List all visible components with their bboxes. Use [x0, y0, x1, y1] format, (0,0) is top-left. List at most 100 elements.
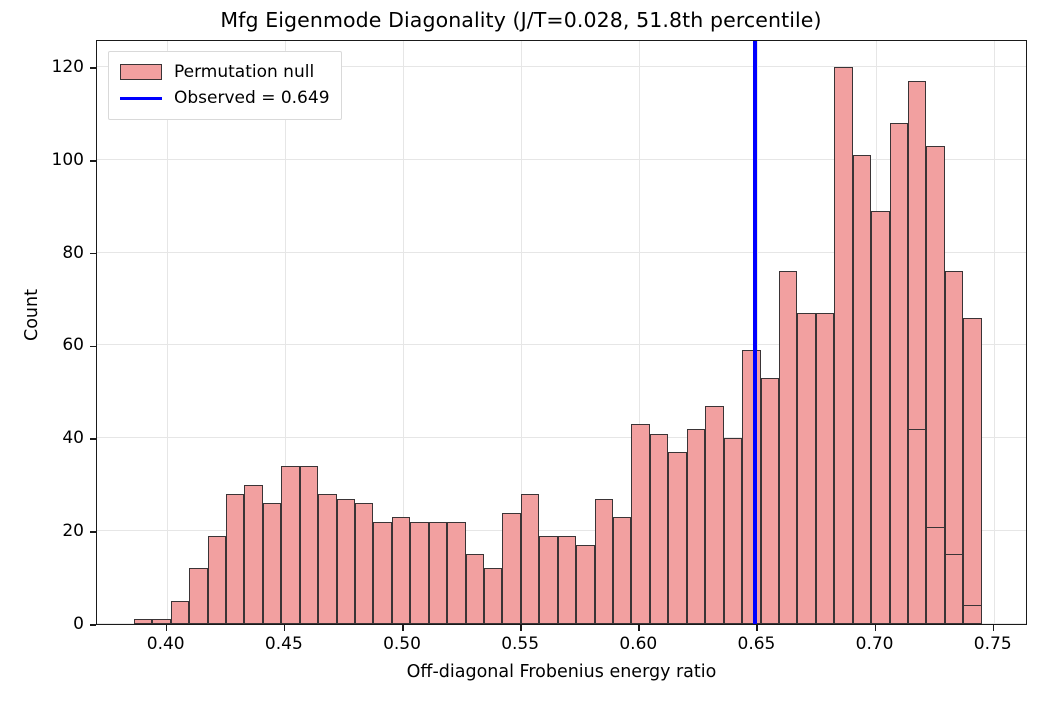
x-tick-label: 0.45: [264, 634, 303, 654]
histogram-bar: [355, 503, 374, 624]
x-axis-label: Off-diagonal Frobenius energy ratio: [406, 662, 717, 682]
y-axis-label: Count: [22, 289, 42, 341]
gridline-vertical: [757, 41, 759, 624]
histogram-bar: [944, 554, 964, 624]
histogram-bars: [97, 41, 1026, 624]
gridline-horizontal: [97, 530, 1026, 532]
x-tick-mark: [874, 625, 877, 631]
x-tick-mark: [638, 625, 640, 631]
x-tick-label: 0.65: [737, 634, 776, 654]
histogram-bar: [760, 377, 779, 624]
y-tick-mark: [90, 345, 96, 348]
legend-patch-icon: [120, 64, 162, 80]
histogram-bar: [852, 155, 872, 624]
histogram-bar: [963, 605, 982, 624]
y-tick-mark: [90, 531, 96, 533]
x-tick-label: 0.60: [619, 634, 658, 654]
histogram-bar: [520, 494, 540, 624]
histogram-bar: [189, 568, 208, 624]
histogram-bar: [336, 498, 356, 624]
gridline-vertical: [521, 41, 523, 624]
legend-label: Observed = 0.649: [174, 88, 330, 108]
x-tick-mark: [756, 625, 759, 631]
gridline-vertical: [166, 41, 168, 624]
y-tick-mark: [90, 252, 96, 255]
x-tick-mark: [165, 625, 168, 631]
histogram-bar: [484, 568, 503, 624]
histogram-bar: [668, 452, 687, 624]
histogram-bar: [539, 535, 558, 624]
histogram-bar: [613, 517, 632, 624]
histogram-bar: [557, 535, 577, 624]
page-title: Mfg Eigenmode Diagonality (J/T=0.028, 51…: [220, 8, 822, 32]
gridline-vertical: [639, 41, 641, 624]
x-tick-mark: [520, 625, 522, 631]
plot-area: [96, 40, 1027, 625]
histogram-bar: [152, 619, 171, 624]
histogram-bar: [373, 521, 392, 624]
x-tick-mark: [402, 625, 404, 631]
histogram-bar: [428, 521, 448, 624]
gridline-vertical: [284, 41, 286, 624]
histogram-bar: [262, 503, 282, 624]
histogram-bar: [281, 466, 300, 624]
histogram-bar: [815, 312, 835, 624]
legend-item-permutation-null: Permutation null: [120, 59, 330, 85]
histogram-bar: [391, 517, 411, 624]
histogram-bar: [576, 545, 595, 624]
histogram-bar: [705, 405, 724, 624]
gridline-horizontal: [97, 158, 1026, 160]
y-tick-label: 60: [62, 335, 84, 356]
y-tick-label: 20: [62, 521, 84, 542]
gridline-horizontal: [97, 65, 1026, 67]
histogram-bar: [318, 494, 337, 624]
histogram-bar: [723, 438, 743, 624]
histogram-bar: [834, 66, 853, 624]
histogram-bar: [797, 312, 816, 624]
y-tick-label: 120: [51, 56, 84, 77]
gridline-vertical: [993, 41, 995, 624]
histogram-bar: [465, 554, 485, 624]
histogram-bar: [226, 494, 245, 624]
legend-item-observed: Observed = 0.649: [120, 85, 330, 111]
gridline-horizontal: [97, 344, 1026, 346]
y-tick-label: 100: [51, 149, 84, 170]
histogram-bar: [649, 433, 669, 624]
y-tick-mark: [90, 438, 96, 441]
y-tick-label: 0: [73, 614, 84, 634]
x-tick-label: 0.40: [146, 634, 185, 654]
histogram-bar: [926, 526, 945, 624]
y-tick-label: 40: [62, 428, 84, 449]
x-tick-label: 0.70: [855, 634, 894, 654]
histogram-bar: [170, 600, 190, 624]
histogram-bar: [244, 484, 263, 624]
x-tick-label: 0.75: [973, 634, 1012, 654]
legend-label: Permutation null: [174, 62, 315, 82]
y-tick-mark: [90, 67, 96, 69]
histogram-bar: [299, 466, 319, 624]
histogram-bar: [686, 429, 706, 624]
histogram-bar: [778, 271, 798, 624]
gridline-horizontal: [97, 251, 1026, 253]
histogram-bar: [207, 535, 226, 624]
y-tick-mark: [90, 624, 96, 626]
x-tick-label: 0.50: [383, 634, 421, 654]
legend: Permutation null Observed = 0.649: [108, 51, 342, 120]
x-tick-mark: [283, 625, 286, 631]
gridline-horizontal: [97, 437, 1026, 439]
histogram-bar: [889, 122, 908, 624]
y-tick-mark: [90, 159, 96, 162]
histogram-bar: [631, 424, 650, 624]
legend-line-icon: [120, 96, 162, 100]
histogram-bar: [871, 210, 890, 624]
histogram-bar: [133, 619, 153, 624]
histogram-bar: [594, 498, 614, 624]
x-tick-mark: [992, 625, 995, 631]
x-tick-label: 0.55: [501, 634, 540, 654]
observed-value-line: [753, 41, 758, 624]
histogram-bar: [410, 521, 429, 624]
histogram-bar: [447, 521, 466, 624]
histogram-bar: [502, 512, 521, 624]
